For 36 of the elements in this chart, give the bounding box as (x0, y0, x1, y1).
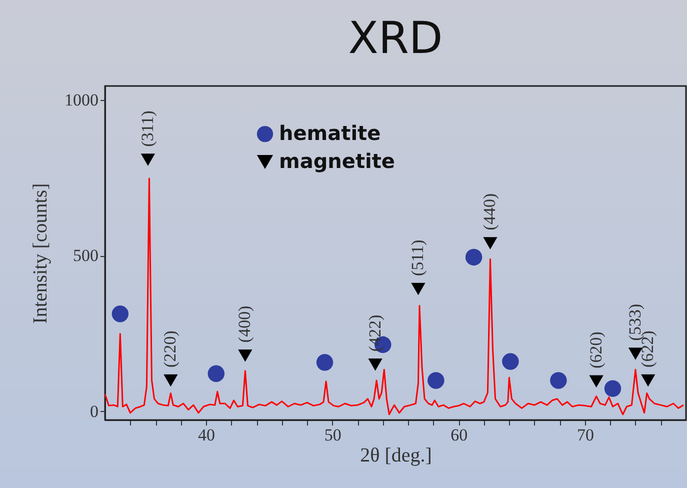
point (604, 380, 622, 397)
point (589, 375, 604, 388)
point (140, 154, 156, 166)
point (238, 349, 252, 362)
point (112, 306, 129, 322)
x-axis-title: 2θ [deg.] (360, 444, 432, 466)
point (428, 372, 444, 389)
y-tick-label: 500 (73, 246, 98, 266)
point (502, 353, 519, 370)
annotation: (620) (586, 332, 606, 368)
point (550, 372, 567, 389)
x-tick-label: 70 (576, 426, 594, 444)
y-tick-label: 0 (90, 402, 98, 421)
point (368, 358, 382, 371)
point (411, 282, 426, 296)
legend-label: hematite (279, 121, 381, 145)
legend-label: magnetite (279, 149, 395, 173)
x-tick-label: 50 (324, 426, 342, 444)
y-axis-title: Intensity [counts] (30, 183, 52, 324)
point (164, 374, 178, 387)
point (483, 237, 498, 250)
annotation: (422) (365, 314, 384, 352)
x-tick-label: 60 (450, 426, 468, 444)
annotation: (220) (160, 330, 180, 368)
y-tick-label: 1000 (64, 90, 98, 110)
chart-title: XRD (348, 13, 443, 64)
point (316, 354, 334, 371)
point (641, 374, 656, 387)
point (465, 248, 482, 266)
annotation: (311) (138, 110, 157, 147)
annotation: (440) (480, 193, 500, 230)
annotation: (400) (235, 306, 254, 343)
x-tick-label: 40 (198, 426, 216, 444)
annotation: (511) (408, 240, 428, 276)
point (208, 365, 225, 382)
line-series (104, 178, 684, 416)
